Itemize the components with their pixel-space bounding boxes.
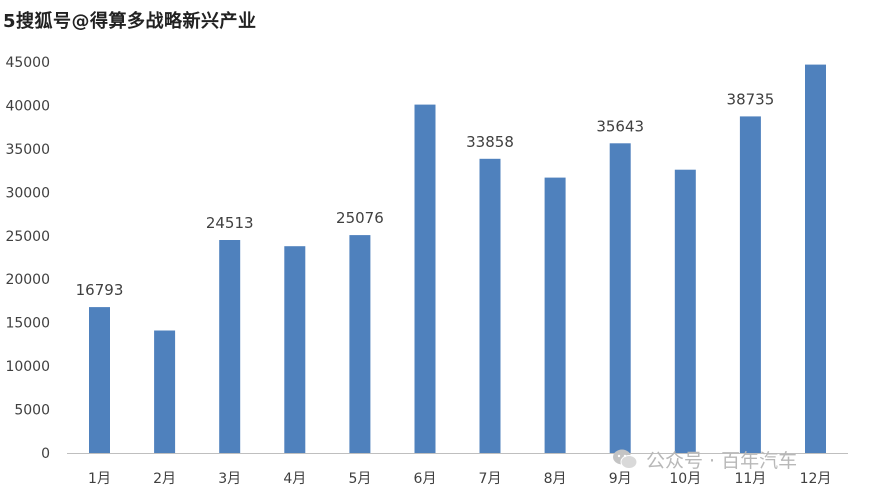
x-tick-label: 1月 bbox=[88, 471, 111, 487]
bars bbox=[89, 64, 826, 454]
y-tick-label: 0 bbox=[41, 446, 50, 462]
bar bbox=[349, 235, 371, 453]
x-tick-label: 7月 bbox=[479, 471, 502, 487]
x-tick-label: 9月 bbox=[609, 471, 632, 487]
bar bbox=[89, 307, 110, 453]
watermark-wechat: 公众号 · 百年汽车 bbox=[612, 446, 797, 472]
x-tick-label: 3月 bbox=[218, 471, 241, 487]
bar bbox=[154, 330, 176, 453]
x-tick-label: 12月 bbox=[800, 471, 832, 487]
x-tick-label: 11月 bbox=[734, 471, 766, 487]
x-tick-label: 4月 bbox=[283, 471, 306, 487]
bar bbox=[805, 64, 826, 453]
data-label: 16793 bbox=[76, 281, 124, 299]
bar bbox=[219, 240, 241, 453]
y-tick-label: 10000 bbox=[5, 359, 50, 375]
x-tick-label: 6月 bbox=[414, 471, 437, 487]
data-label: 33858 bbox=[466, 133, 514, 151]
y-axis-ticks: 0 5000 10000 15000 20000 25000 30000 35000 40000… bbox=[5, 55, 50, 462]
bar bbox=[674, 169, 696, 453]
y-tick-label: 20000 bbox=[5, 272, 50, 288]
x-tick-label: 8月 bbox=[544, 471, 567, 487]
bar bbox=[414, 104, 436, 453]
data-label: 24513 bbox=[206, 214, 254, 232]
y-tick-label: 25000 bbox=[5, 229, 50, 245]
bar bbox=[609, 143, 631, 454]
y-tick-label: 30000 bbox=[5, 185, 50, 201]
bar bbox=[479, 158, 501, 454]
y-tick-label: 40000 bbox=[5, 98, 50, 114]
bar bbox=[284, 246, 306, 453]
x-tick-label: 2月 bbox=[153, 471, 176, 487]
y-tick-label: 45000 bbox=[5, 55, 50, 71]
wechat-icon bbox=[613, 449, 638, 469]
watermark-wechat-text: 公众号 · 百年汽车 bbox=[646, 449, 798, 472]
bar bbox=[544, 177, 566, 453]
data-label: 25076 bbox=[336, 209, 384, 227]
data-label: 38735 bbox=[727, 90, 775, 108]
data-labels: 16793 24513 25076 33858 35643 38735 bbox=[76, 90, 775, 299]
x-tick-label: 10月 bbox=[669, 471, 701, 487]
y-tick-label: 5000 bbox=[14, 403, 50, 419]
bar bbox=[739, 116, 761, 454]
y-tick-label: 35000 bbox=[5, 142, 50, 158]
x-tick-label: 5月 bbox=[348, 471, 371, 487]
y-tick-label: 15000 bbox=[5, 316, 50, 332]
data-label: 35643 bbox=[596, 117, 644, 135]
watermark-source: 5搜狐号@得算多战略新兴产业 bbox=[3, 11, 257, 32]
x-axis-ticks: 1月 2月 3月 4月 5月 6月 7月 8月 9月 10月 11月 12月 bbox=[88, 471, 831, 487]
